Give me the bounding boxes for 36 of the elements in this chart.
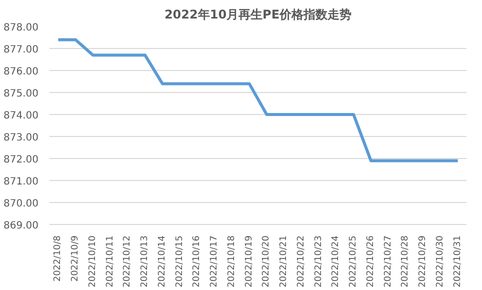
x-tick-label: 2022/10/17: [210, 236, 220, 288]
x-tick-label: 2022/10/19: [244, 235, 254, 288]
y-tick-label: 876.00: [4, 66, 39, 78]
x-tick-label: 2022/10/13: [140, 236, 150, 288]
x-tick-label: 2022/10/26: [366, 235, 376, 288]
y-tick-label: 878.00: [4, 22, 39, 34]
x-tick-label: 2022/10/8: [53, 235, 64, 282]
chart-title: 2022年10月再生PE价格指数走势: [164, 8, 352, 22]
y-tick-label: 873.00: [4, 132, 39, 144]
x-tick-label: 2022/10/10: [88, 235, 98, 288]
x-tick-label: 2022/10/30: [435, 235, 446, 288]
line-series: [56, 38, 460, 162]
y-tick-label: 874.00: [4, 110, 39, 122]
x-tick-label: 2022/10/23: [314, 236, 324, 288]
x-tick-label: 2022/10/22: [296, 236, 306, 288]
x-tick-label: 2022/10/24: [331, 235, 342, 288]
x-tick-label: 2022/10/14: [157, 235, 168, 288]
x-tick-label: 2022/10/29: [418, 235, 428, 288]
y-tick-label: 875.00: [4, 88, 39, 100]
x-tick-label: 2022/10/15: [174, 236, 185, 288]
x-tick-label: 2022/10/11: [105, 236, 116, 288]
x-tick-label: 2022/10/27: [383, 236, 394, 288]
x-tick-label: 2022/10/12: [122, 236, 133, 288]
y-tick-label: 870.00: [4, 198, 39, 210]
x-tick-label: 2022/10/31: [452, 236, 463, 288]
x-tick-label: 2022/10/21: [279, 236, 290, 288]
x-tick-label: 2022/10/9: [70, 235, 81, 282]
y-tick-label: 877.00: [4, 44, 39, 56]
y-tick-label: 871.00: [4, 176, 39, 188]
x-tick-label: 2022/10/28: [400, 235, 411, 288]
y-tick-label: 869.00: [4, 220, 39, 232]
x-tick-label: 2022/10/25: [348, 236, 359, 288]
y-tick-label: 872.00: [4, 154, 39, 166]
x-tick-label: 2022/10/16: [192, 235, 202, 288]
x-tick-label: 2022/10/20: [262, 235, 272, 288]
x-tick-label: 2022/10/18: [226, 235, 237, 288]
